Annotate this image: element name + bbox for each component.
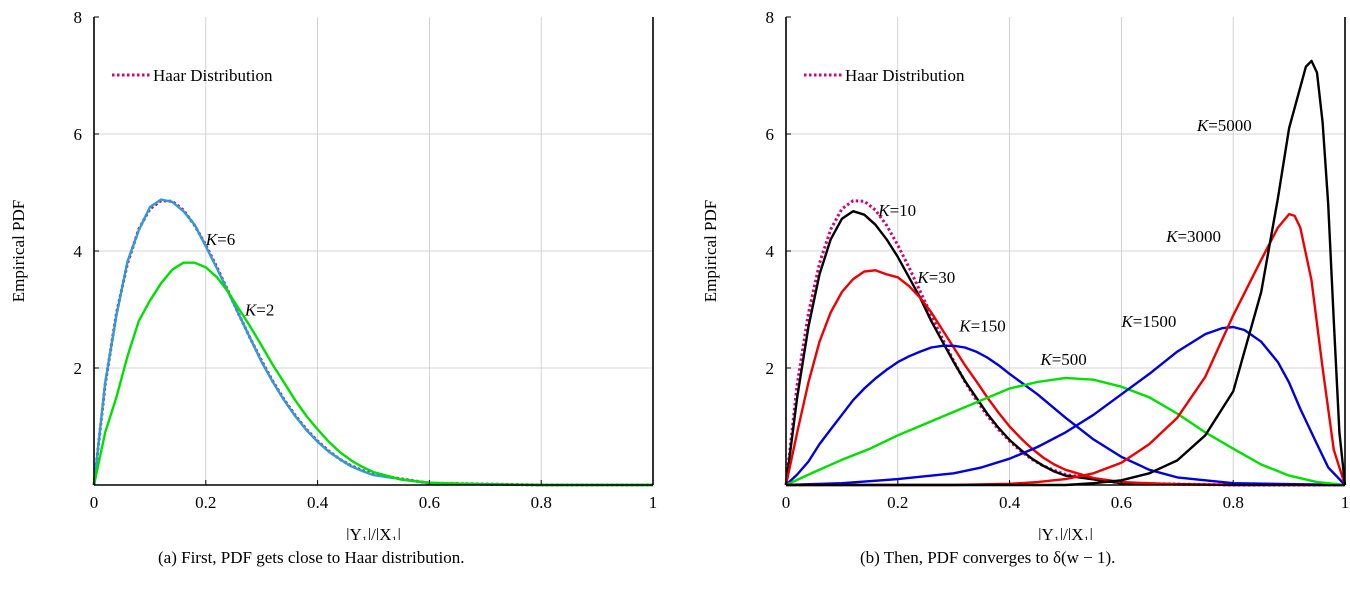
figure: 0 0.2 0.4 0.6 0.8 1 2 4 6 8 Empirical PDF |Y₁|/|X₁|… [9,8,1349,540]
caption-b: (b) Then, PDF converges to δ(w − 1). [860,548,1116,567]
series-line-k-150 [785,344,1346,487]
curve-label-k-5000: K=5000 [1196,116,1252,135]
curve-label-k-1500: K=1500 [1120,312,1176,331]
curve-label-k-500: K=500 [1039,350,1086,369]
x-tick-label: 0.4 [307,493,329,512]
series-line-k-500 [785,376,1346,487]
series-line-k-2 [92,261,653,487]
x-axis-label: |Y₁|/|X₁| [1038,525,1093,540]
chart-panel-b: 0 0.2 0.4 0.6 0.8 1 2 4 6 8 Empirical PDF |Y₁|/|X₁|… [701,8,1349,540]
x-tick-label: 0 [90,493,99,512]
y-tick-label: 8 [74,8,83,27]
legend-label: Haar Distribution [153,66,273,85]
x-tick-label: 0.8 [1223,493,1244,512]
y-tick-label: 2 [766,359,775,378]
y-tick-label: 6 [766,125,775,144]
legend-label: Haar Distribution [845,66,965,85]
x-tick-label: 1 [649,493,658,512]
curve-label-k-30: K=30 [916,268,955,287]
y-axis-label: Empirical PDF [701,200,720,302]
x-tick-label: 0.4 [999,493,1021,512]
grid [94,17,653,485]
grid [786,17,1345,485]
curve-label-k-3000: K=3000 [1165,227,1221,246]
series-line-k-1500 [785,325,1346,487]
series-line-k-6 [92,198,653,487]
series-line-k-5000 [786,59,1347,487]
y-tick-label: 6 [74,125,83,144]
series-line-haar-distribution [92,199,653,487]
x-tick-label: 1 [1341,493,1350,512]
x-tick-label: 0.2 [195,493,216,512]
y-tick-label: 4 [766,242,775,261]
caption-a: (a) First, PDF gets close to Haar distri… [158,548,465,567]
y-tick-label: 2 [74,359,83,378]
x-axis-label: |Y₁|/|X₁| [346,525,401,540]
curve-label-k-10: K=10 [877,201,916,220]
curve-label-k-150: K=150 [958,317,1005,336]
x-tick-label: 0.6 [1111,493,1132,512]
x-tick-label: 0 [782,493,791,512]
x-tick-label: 0.8 [531,493,552,512]
y-tick-label: 8 [766,8,775,27]
legend: Haar Distribution [112,66,273,85]
curve-label-k-6: K=6 [205,230,235,249]
y-tick-label: 4 [74,242,83,261]
chart-panel-a: 0 0.2 0.4 0.6 0.8 1 2 4 6 8 Empirical PDF |Y₁|/|X₁|… [9,8,657,540]
series-line-k-30 [784,269,1346,487]
y-axis-label: Empirical PDF [9,200,28,302]
x-tick-label: 0.2 [887,493,908,512]
legend: Haar Distribution [804,66,965,85]
x-tick-label: 0.6 [419,493,440,512]
curve-label-k-2: K=2 [244,300,274,319]
series-line-k-10 [784,209,1345,487]
series-line-k-3000 [786,212,1347,487]
